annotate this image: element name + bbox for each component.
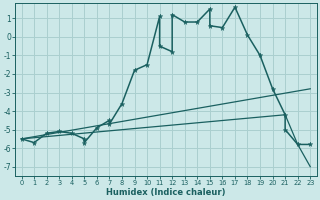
X-axis label: Humidex (Indice chaleur): Humidex (Indice chaleur) (106, 188, 226, 197)
